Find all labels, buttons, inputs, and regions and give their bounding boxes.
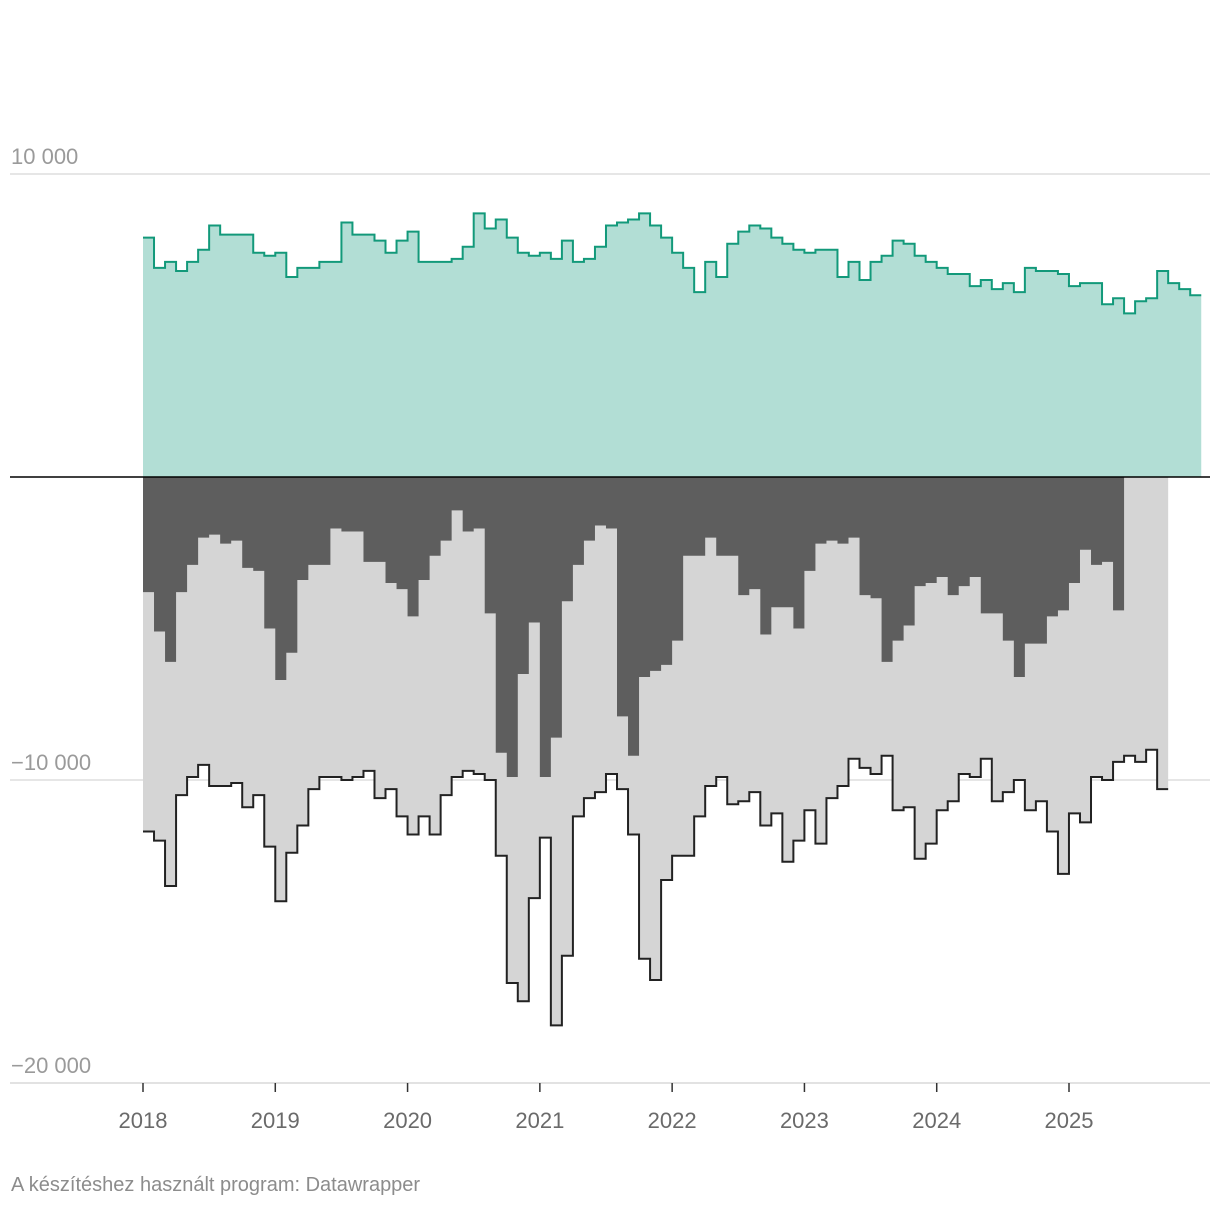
y-tick-label: −10 000 [11,750,91,775]
net-area [143,477,1125,777]
positive-line [143,212,1202,315]
x-tick-label: 2018 [119,1108,168,1133]
x-tick-label: 2023 [780,1108,829,1133]
area-layer [143,213,1202,1026]
x-tick-label: 2025 [1045,1108,1094,1133]
x-tick-label: 2019 [251,1108,300,1133]
positive-area [143,213,1202,477]
line-layer [143,212,1202,1027]
x-tick-label: 2020 [383,1108,432,1133]
lower-line [143,748,1169,1027]
x-tick-label: 2021 [515,1108,564,1133]
x-tick-label: 2024 [912,1108,961,1133]
chart: 10 000 −10 000 −20 000 2018 2019 2020 2021 202… [10,144,1210,1133]
y-tick-label: 10 000 [11,144,78,169]
y-tick-label: −20 000 [11,1053,91,1078]
x-tick-label: 2022 [648,1108,697,1133]
axis-layer: 2018 2019 2020 2021 2022 2023 2024 2025 [10,476,1210,1133]
footer-credit: A készítéshez használt program: Datawrap… [11,1174,421,1196]
